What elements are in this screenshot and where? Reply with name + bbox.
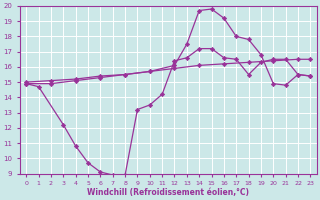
X-axis label: Windchill (Refroidissement éolien,°C): Windchill (Refroidissement éolien,°C) [87,188,249,197]
